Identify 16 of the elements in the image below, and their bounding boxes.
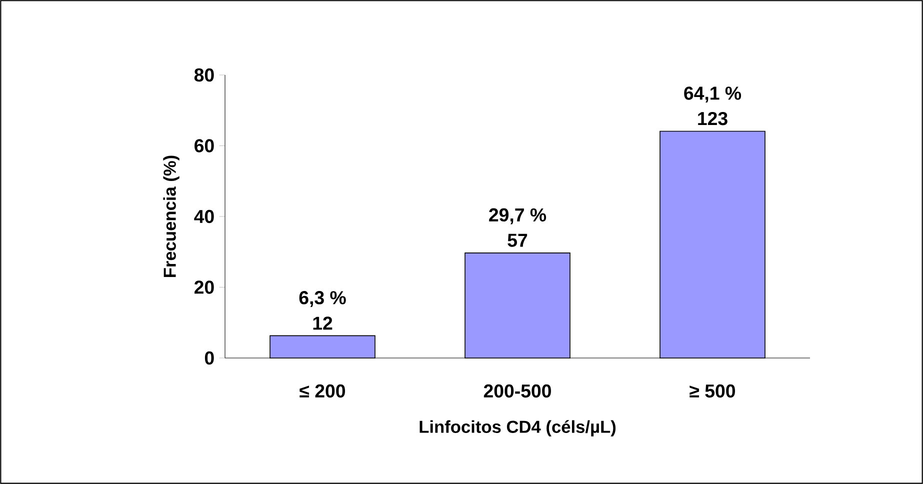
y-axis-title: Frecuencia (%) bbox=[163, 156, 180, 277]
x-tick-label: ≤ 200 bbox=[300, 384, 346, 398]
x-axis-title: Linfocitos CD4 (céls/µL) bbox=[420, 420, 616, 436]
y-tick-label: 0 bbox=[204, 351, 214, 365]
annotation: 123 bbox=[698, 112, 728, 126]
data-label: 6,3 % bbox=[299, 291, 346, 307]
annotation: 57 bbox=[508, 234, 528, 247]
data-label: 64,1 % bbox=[684, 86, 742, 103]
y-tick-label: 40 bbox=[194, 210, 214, 224]
annotation: 12 bbox=[313, 316, 332, 330]
y-tick-label: 20 bbox=[194, 280, 214, 294]
x-tick-label: ≥ 500 bbox=[690, 384, 736, 398]
y-tick-label: 80 bbox=[194, 68, 214, 82]
data-label: 29,7 % bbox=[489, 208, 546, 224]
x-tick-label: 200-500 bbox=[484, 384, 551, 398]
y-tick-label: 60 bbox=[194, 139, 214, 152]
